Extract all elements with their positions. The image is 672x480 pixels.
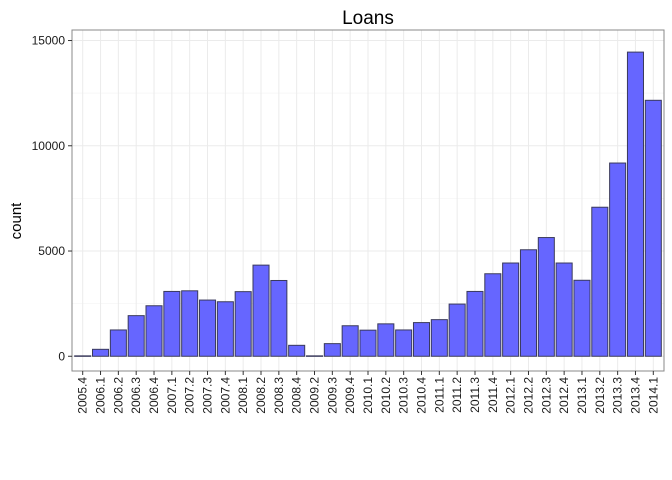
y-tick-label: 0 — [58, 349, 65, 363]
bar-2007.3 — [198, 299, 217, 357]
x-tick-label: 2010.1 — [361, 377, 375, 414]
x-tick-label: 2008.1 — [236, 377, 250, 414]
x-tick-label: 2012.4 — [557, 377, 571, 414]
bar-2008.4 — [288, 344, 306, 357]
bar-2010.2 — [377, 323, 395, 357]
bar-2012.2 — [519, 249, 538, 357]
x-tick-label: 2013.4 — [628, 377, 642, 414]
bar-2006.4 — [145, 305, 163, 357]
bar-2009.3 — [323, 343, 341, 357]
x-tick-label: 2013.1 — [575, 377, 589, 414]
bar-2008.2 — [252, 264, 270, 357]
bar-2009.4 — [341, 325, 359, 357]
x-tick-label: 2007.1 — [165, 377, 179, 414]
x-tick-label: 2006.1 — [94, 377, 108, 414]
x-tick-label: 2010.2 — [379, 377, 393, 414]
bar-2014.1 — [644, 99, 662, 357]
bars — [74, 51, 662, 357]
bar-2006.3 — [127, 315, 145, 357]
x-tick-label: 2008.2 — [254, 377, 268, 414]
x-tick-label: 2009.3 — [325, 377, 339, 414]
x-tick-label: 2008.3 — [272, 377, 286, 414]
x-tick-label: 2007.2 — [183, 377, 197, 414]
x-tick-label: 2013.2 — [593, 377, 607, 414]
bar-2011.3 — [466, 290, 484, 357]
y-tick-label: 5000 — [38, 244, 65, 258]
bar-2008.1 — [234, 291, 252, 357]
y-axis-title: count — [8, 202, 25, 240]
x-tick-label: 2011.3 — [468, 377, 482, 413]
x-tick-label: 2009.4 — [343, 377, 357, 414]
bar-2013.3 — [609, 162, 627, 357]
bar-2009.2 — [305, 355, 324, 357]
x-tick-label: 2012.3 — [539, 377, 553, 414]
bar-2013.4 — [626, 51, 644, 357]
bar-2012.1 — [502, 262, 520, 357]
x-tick-label: 2012.2 — [521, 377, 535, 414]
bar-2010.3 — [395, 329, 413, 357]
bar-2010.4 — [412, 322, 431, 357]
x-tick-label: 2010.3 — [397, 377, 411, 414]
bar-2011.1 — [430, 319, 448, 357]
bar-2007.4 — [216, 301, 234, 357]
bar-2008.3 — [270, 279, 288, 357]
bar-2011.4 — [484, 273, 502, 357]
bar-2010.1 — [359, 329, 377, 357]
bar-2007.1 — [163, 290, 181, 357]
bar-2013.1 — [573, 279, 591, 357]
x-tick-label: 2011.4 — [486, 377, 500, 413]
x-tick-label: 2006.3 — [129, 377, 143, 414]
bar-2007.2 — [181, 290, 199, 357]
x-tick-label: 2012.1 — [504, 377, 518, 414]
x-tick-label: 2008.4 — [290, 377, 304, 414]
y-tick-label: 10000 — [32, 139, 66, 153]
x-tick-label: 2013.3 — [611, 377, 625, 414]
x-tick-label: 2011.1 — [432, 377, 446, 413]
x-tick-label: 2011.2 — [450, 377, 464, 413]
x-tick-label: 2009.2 — [308, 377, 322, 414]
x-axis: 2005.4 2006.1 2006.2 2006.3 2006.4 2007.1 2007… — [76, 371, 660, 414]
x-tick-label: 2005.4 — [76, 377, 90, 414]
bar-2011.2 — [448, 303, 466, 357]
x-tick-label: 2014.1 — [646, 377, 660, 414]
x-tick-label: 2007.4 — [218, 377, 232, 414]
bar-2005.4 — [74, 355, 92, 357]
x-tick-label: 2006.4 — [147, 377, 161, 414]
y-axis: 0 5000 10000 15000 — [32, 34, 72, 363]
x-tick-label: 2010.4 — [414, 377, 428, 414]
bar-2006.2 — [109, 329, 127, 357]
bar-2013.2 — [591, 206, 609, 357]
bar-2012.3 — [537, 237, 555, 357]
x-tick-label: 2007.3 — [201, 377, 215, 414]
y-tick-label: 15000 — [32, 34, 66, 48]
chart-title: Loans — [342, 8, 394, 29]
bar-2012.4 — [555, 262, 573, 357]
x-tick-label: 2006.2 — [111, 377, 125, 414]
bar-2006.1 — [92, 348, 110, 357]
